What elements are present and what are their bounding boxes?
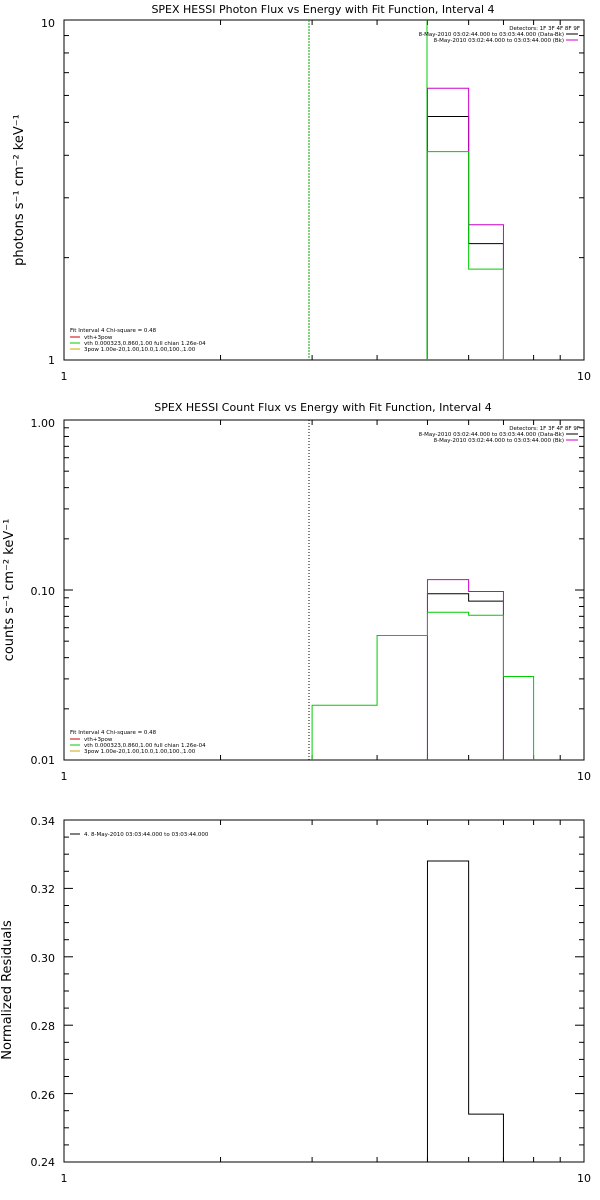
series-bk (426, 87, 504, 360)
count-legend-data-bk: 8-May-2010 03:02:44.000 to 03:03:44.000 … (419, 432, 564, 438)
count-flux-title: SPEX HESSI Count Flux vs Energy with Fit… (154, 401, 491, 414)
series-data-bk (426, 116, 504, 360)
count-legend-bottom: Fit Interval 4 Chi-square = 0.48 vth+3po… (70, 730, 206, 755)
count-legend-vth: vth 0.000323,0.860,1.00 full chian 1.26e… (84, 743, 206, 749)
count-legend-fit: Fit Interval 4 Chi-square = 0.48 (70, 730, 157, 736)
residuals-series (426, 860, 504, 1162)
photon-legend-top: Detectors: 1F 3F 4F 8F 9F 8-May-2010 03:… (419, 26, 580, 44)
photon-legend-data-bk: 8-May-2010 03:02:44.000 to 03:03:44.000 … (419, 32, 564, 38)
series-residuals (426, 860, 504, 1162)
residuals-legend-label: 4. 8-May-2010 03:03:44.000 to 03:03:44.0… (84, 832, 209, 838)
photon-xtick-10: 10 (577, 370, 591, 383)
photon-xtick-1: 1 (61, 370, 68, 383)
series-data-bk (426, 593, 504, 760)
count-flux-panel: SPEX HESSI Count Flux vs Energy with Fit… (2, 401, 591, 783)
photon-legend-vth3pow: vth+3pow (84, 335, 113, 341)
count-xtick-10: 10 (577, 770, 591, 783)
photon-legend-fit: Fit Interval 4 Chi-square = 0.48 (70, 328, 157, 334)
residuals-panel: Normalized Residuals 0.34 0.32 0.30 0.28… (0, 815, 591, 1185)
photon-series (426, 87, 504, 360)
count-ytick-1: 1.00 (31, 417, 56, 430)
res-xtick-1: 1 (61, 1172, 68, 1185)
count-legend-top: Detectors: 1F 3F 4F 8F 9F 8-May-2010 03:… (419, 426, 580, 444)
photon-ytick-10: 10 (41, 17, 55, 30)
count-flux-frame (63, 419, 585, 761)
res-ytick-026: 0.26 (31, 1089, 56, 1102)
count-legend-bk: 8-May-2010 03:02:44.000 to 03:03:44.000 … (434, 438, 564, 444)
photon-flux-frame (63, 19, 585, 361)
photon-axis-ticks (64, 20, 584, 360)
photon-legend-bk: 8-May-2010 03:02:44.000 to 03:03:44.000 … (434, 38, 564, 44)
photon-legend-3pow: 3pow 1.00e-20,1.00,10.0,1.00,100.,1.00 (84, 347, 196, 353)
count-legend-3pow: 3pow 1.00e-20,1.00,10.0,1.00,100.,1.00 (84, 749, 196, 755)
residuals-legend: 4. 8-May-2010 03:03:44.000 to 03:03:44.0… (70, 832, 209, 838)
count-series (311, 579, 535, 760)
residuals-frame (63, 819, 585, 1163)
photon-ytick-1: 1 (48, 354, 55, 367)
photon-flux-ylabel: photons s⁻¹ cm⁻² keV⁻¹ (12, 114, 27, 266)
count-legend-vth3pow: vth+3pow (84, 737, 113, 743)
residuals-axis-ticks (64, 819, 584, 1163)
res-xtick-10: 10 (577, 1172, 591, 1185)
photon-flux-title: SPEX HESSI Photon Flux vs Energy with Fi… (151, 3, 494, 16)
photon-legend-bottom: Fit Interval 4 Chi-square = 0.48 vth+3po… (70, 328, 206, 353)
photon-legend-detectors: Detectors: 1F 3F 4F 8F 9F (509, 26, 580, 32)
photon-flux-panel: SPEX HESSI Photon Flux vs Energy with Fi… (12, 3, 591, 383)
count-ytick-001: 0.01 (31, 754, 56, 767)
res-ytick-032: 0.32 (31, 883, 56, 896)
series-vth-3pow (311, 611, 535, 760)
res-ytick-034: 0.34 (31, 815, 56, 828)
count-legend-detectors: Detectors: 1F 3F 4F 8F 9F (509, 426, 580, 432)
series-vth-3pow (426, 151, 504, 360)
res-ytick-030: 0.30 (31, 952, 56, 965)
count-ytick-010: 0.10 (31, 585, 56, 598)
count-flux-ylabel: counts s⁻¹ cm⁻² keV⁻¹ (2, 519, 17, 662)
residuals-ylabel: Normalized Residuals (0, 920, 15, 1060)
count-axis-ticks (64, 420, 584, 760)
res-ytick-028: 0.28 (31, 1020, 56, 1033)
res-ytick-024: 0.24 (31, 1156, 56, 1169)
series-bk (426, 579, 504, 760)
count-xtick-1: 1 (61, 770, 68, 783)
photon-legend-vth: vth 0.000323,0.860,1.00 full chian 1.26e… (84, 341, 206, 347)
